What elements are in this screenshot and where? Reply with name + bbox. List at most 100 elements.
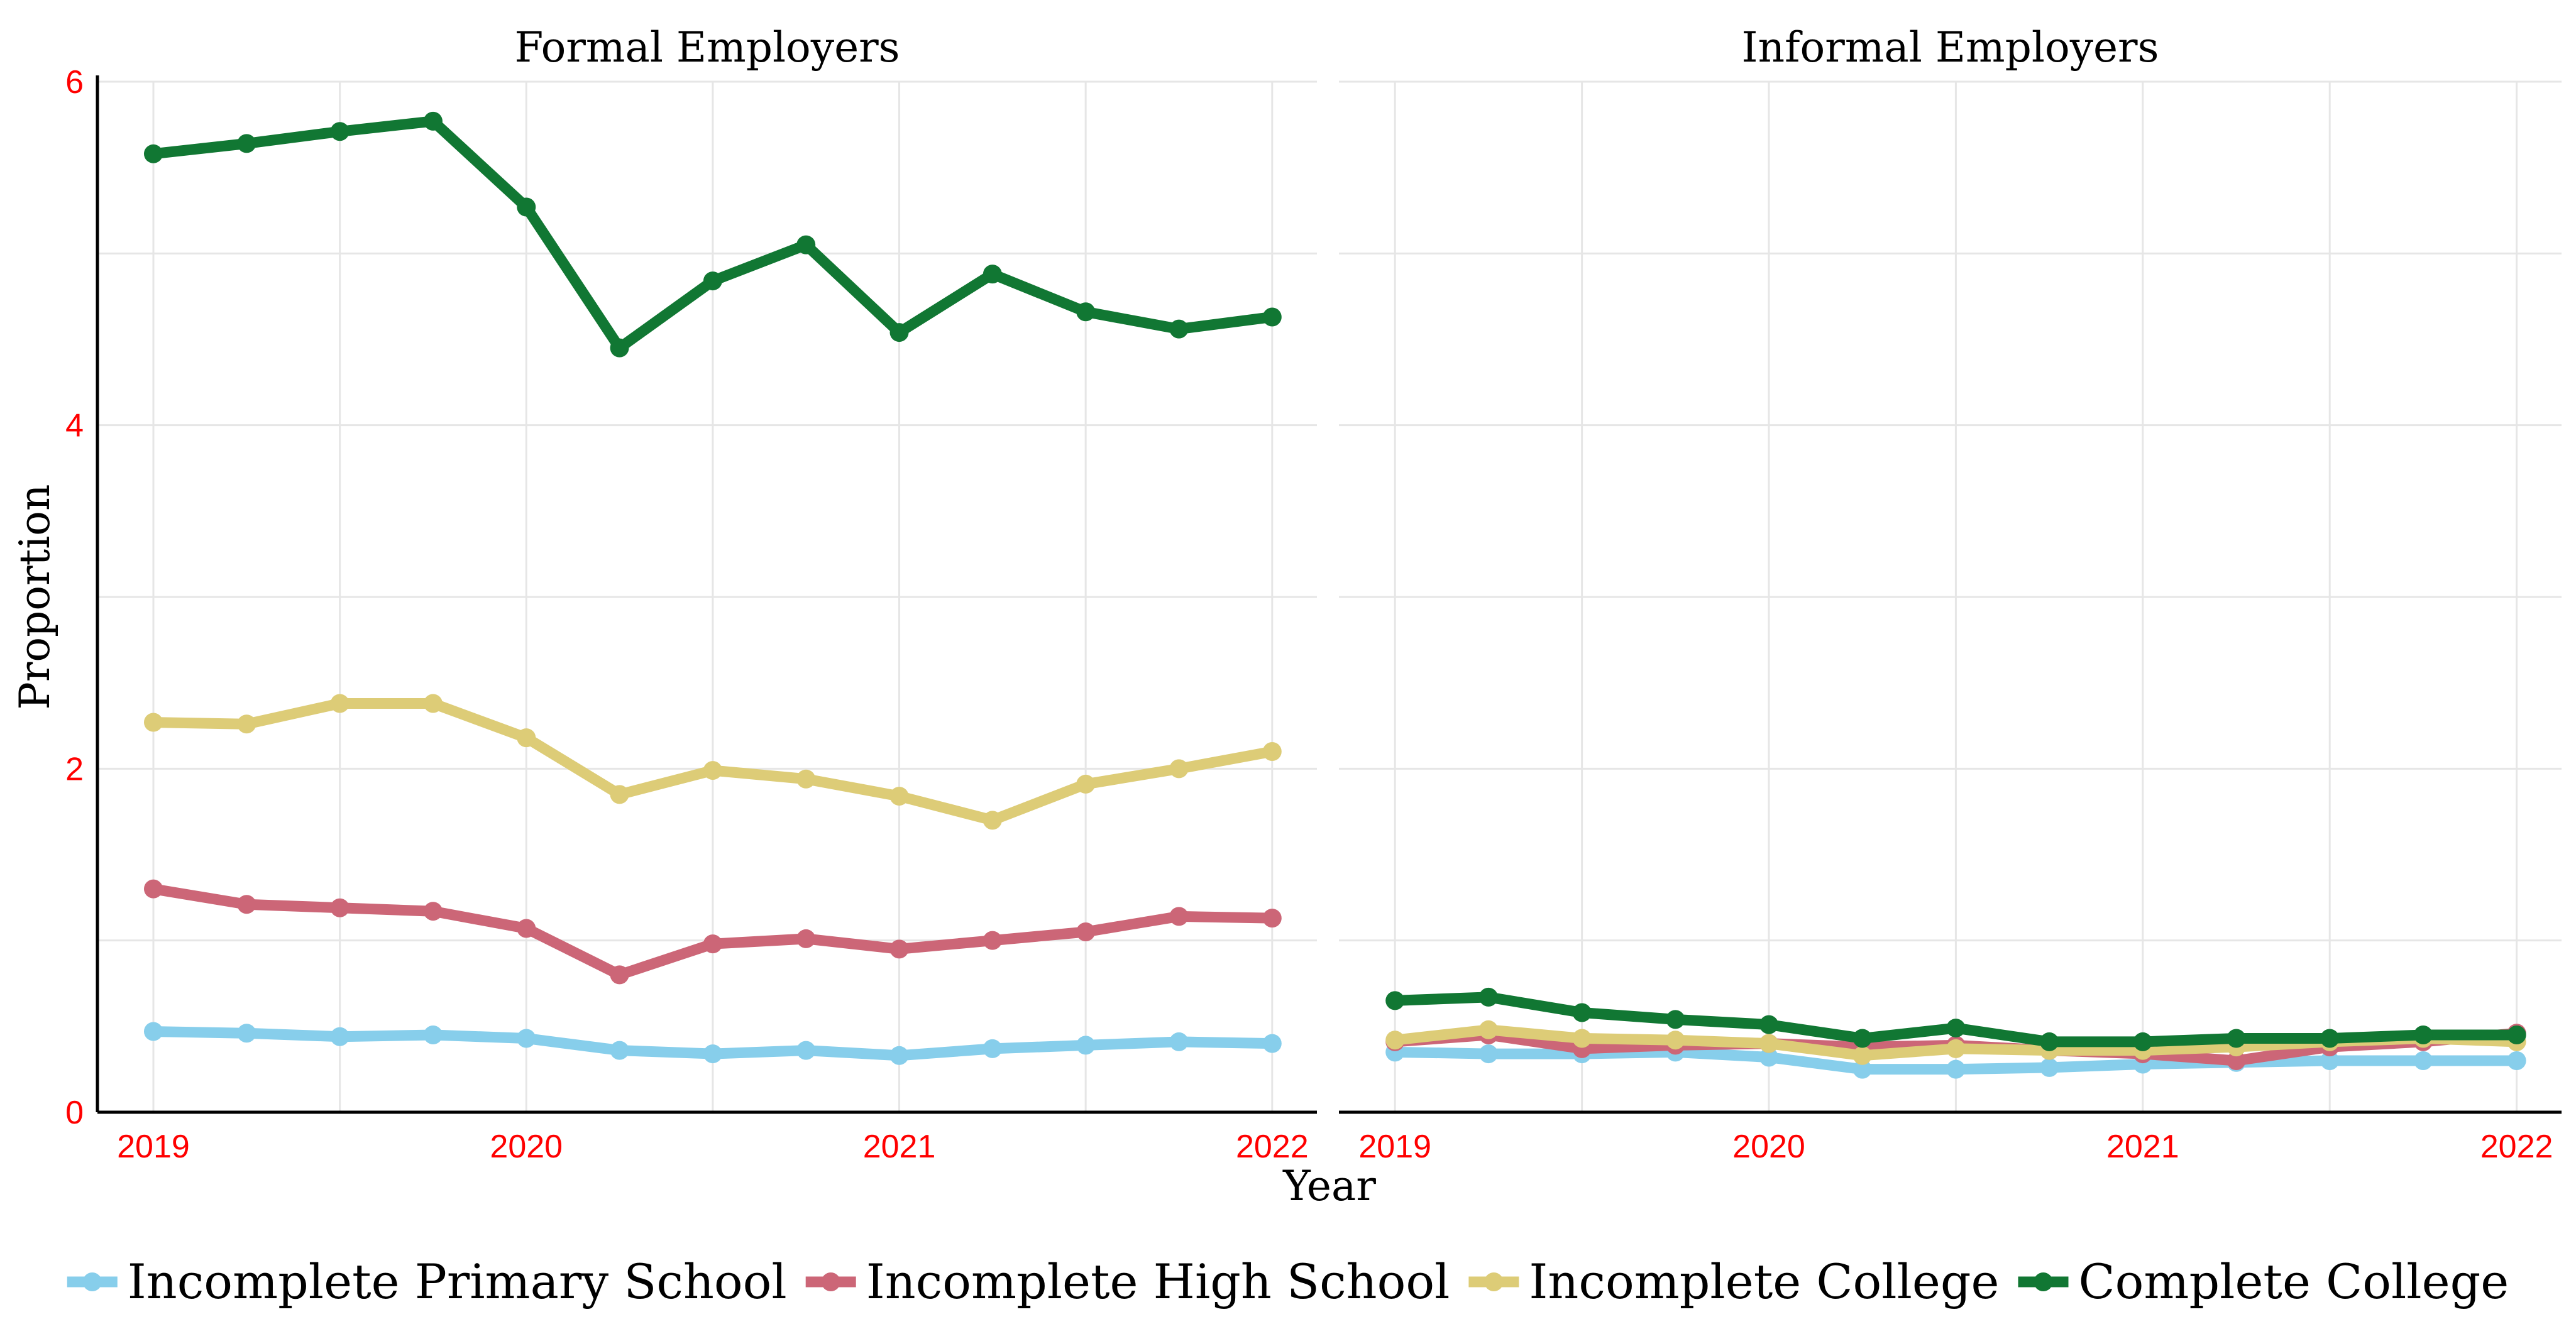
data-point (610, 965, 629, 985)
data-point (2226, 1029, 2246, 1048)
legend-item: Incomplete College (1468, 1254, 2000, 1310)
data-point (983, 265, 1002, 284)
x-tick-label: 2019 (117, 1129, 190, 1165)
legend-label: Incomplete High School (866, 1254, 1450, 1310)
data-point (143, 879, 163, 899)
legend-label: Complete College (2079, 1254, 2509, 1310)
data-point (889, 939, 909, 959)
data-point (1385, 991, 1405, 1010)
legend-item: Incomplete High School (805, 1254, 1450, 1310)
data-point (1666, 1010, 1685, 1029)
data-point (610, 338, 629, 358)
data-point (1852, 1059, 1872, 1079)
chart-panels: 0 2 4 6 2019 2020 2021 2022 Formal Employers 2019… (65, 23, 2562, 1165)
x-tick-label: 2022 (2480, 1129, 2553, 1165)
legend-label: Incomplete Primary School (128, 1254, 787, 1310)
data-point (1076, 774, 1096, 794)
data-point (796, 1041, 816, 1060)
data-point (1076, 302, 1096, 322)
data-point (610, 785, 629, 804)
x-tick-label: 2022 (1236, 1129, 1309, 1165)
data-point (1478, 1020, 1498, 1039)
data-point (796, 235, 816, 254)
data-point (1262, 1034, 1282, 1053)
data-point (1572, 1003, 1592, 1022)
data-point (330, 694, 350, 713)
data-point (517, 728, 536, 748)
panel-0: 0 2 4 6 2019 2020 2021 2022 Formal Employers (65, 23, 1317, 1165)
legend-key-point (821, 1272, 840, 1291)
data-point (889, 323, 909, 342)
data-point (2507, 1051, 2526, 1070)
data-point (1169, 1032, 1189, 1051)
y-tick-label: 2 (65, 751, 84, 787)
data-point (1759, 1034, 1779, 1053)
data-point (983, 811, 1002, 830)
y-tick-label: 0 (65, 1095, 84, 1131)
data-point (517, 1029, 536, 1048)
data-point (889, 787, 909, 806)
data-point (1169, 759, 1189, 779)
data-point (1262, 742, 1282, 761)
legend-key-point (2034, 1272, 2053, 1291)
legend-item: Incomplete Primary School (67, 1254, 787, 1310)
data-point (1169, 319, 1189, 339)
panel-1: 2019 2020 2021 2022 Informal Employers (1339, 23, 2562, 1165)
y-axis-title: Proportion (11, 484, 59, 709)
data-point (2320, 1051, 2340, 1070)
data-point (2226, 1051, 2246, 1070)
y-tick-label: 6 (65, 64, 84, 101)
data-point (1759, 1015, 1779, 1034)
data-point (1478, 987, 1498, 1007)
x-tick-label: 2021 (2106, 1129, 2179, 1165)
data-point (1946, 1019, 1966, 1038)
data-point (237, 134, 256, 153)
data-point (330, 122, 350, 141)
data-point (423, 111, 443, 131)
data-point (1852, 1046, 1872, 1065)
data-point (423, 902, 443, 921)
data-point (143, 713, 163, 732)
legend: Incomplete Primary School Incomplete High… (67, 1254, 2509, 1310)
data-point (237, 895, 256, 914)
data-point (423, 1025, 443, 1044)
data-point (1572, 1029, 1592, 1048)
data-point (237, 714, 256, 734)
data-point (1946, 1039, 1966, 1058)
data-point (2413, 1051, 2433, 1070)
y-tick-label: 4 (65, 408, 84, 444)
data-point (1759, 1047, 1779, 1067)
data-point (1262, 909, 1282, 928)
data-point (983, 1039, 1002, 1058)
data-point (796, 929, 816, 948)
legend-item: Complete College (2018, 1254, 2509, 1310)
x-tick-label: 2021 (863, 1129, 936, 1165)
data-point (1478, 1044, 1498, 1064)
data-point (2040, 1058, 2059, 1077)
data-point (610, 1041, 629, 1060)
data-point (2040, 1032, 2059, 1051)
x-tick-label: 2020 (490, 1129, 563, 1165)
data-point (2507, 1025, 2526, 1044)
data-point (330, 1027, 350, 1046)
data-point (1385, 1031, 1405, 1050)
data-point (2320, 1029, 2340, 1048)
data-point (1666, 1031, 1685, 1050)
data-point (517, 919, 536, 938)
data-point (703, 271, 722, 291)
data-point (796, 769, 816, 789)
legend-key-point (82, 1272, 102, 1291)
data-point (1262, 307, 1282, 327)
data-point (237, 1024, 256, 1043)
data-point (703, 934, 722, 954)
data-point (2413, 1025, 2433, 1044)
x-tick-label: 2019 (1358, 1129, 1431, 1165)
data-point (1076, 1036, 1096, 1055)
data-point (423, 694, 443, 713)
data-point (143, 144, 163, 163)
data-point (703, 1044, 722, 1064)
panel-title: Formal Employers (514, 23, 900, 72)
legend-key-point (1484, 1272, 1504, 1291)
x-tick-label: 2020 (1732, 1129, 1805, 1165)
